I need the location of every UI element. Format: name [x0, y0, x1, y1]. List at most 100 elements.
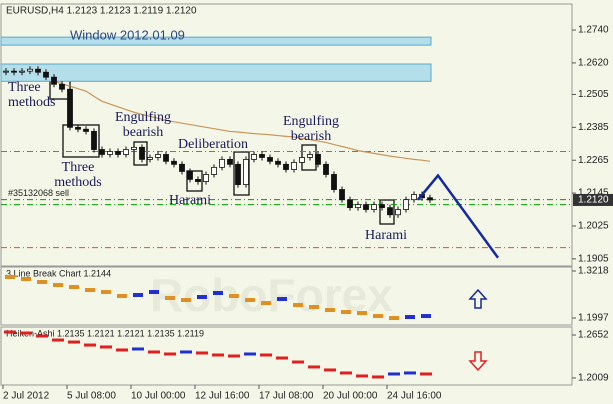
x-tick-label: 12 Jul 16:00: [195, 391, 250, 402]
ha-candle: [132, 347, 144, 351]
brick: [53, 283, 63, 288]
ha-candle: [52, 338, 64, 342]
candle: [187, 171, 193, 180]
ha-candle: [372, 375, 384, 379]
x-tick-label: 20 Jul 00:00: [323, 391, 378, 402]
price-marker: [573, 193, 613, 206]
ha-candle: [36, 334, 48, 338]
brick: [357, 311, 367, 316]
annotation: Three: [62, 160, 95, 175]
x-tick-label: 10 Jul 00:00: [131, 391, 186, 402]
indicator-label: Heiken-Ashi 1.2135 1.2121 1.2121 1.2135 …: [6, 328, 204, 338]
indicator-label: 3 Line Break Chart 1.2144: [6, 268, 111, 278]
ha-candle: [148, 350, 160, 354]
candle: [115, 151, 121, 155]
ha-candle: [116, 348, 128, 352]
ha-candle: [244, 352, 256, 356]
candle: [283, 163, 289, 170]
candle: [291, 162, 297, 170]
annotation: Harami: [365, 228, 407, 243]
pattern-box: [233, 151, 250, 196]
ha-candle: [4, 330, 16, 334]
annotation: bearish: [123, 125, 163, 140]
candle: [299, 157, 305, 163]
ha-candle: [212, 353, 224, 357]
candle: [275, 160, 281, 165]
brick: [21, 277, 31, 282]
candle: [11, 70, 17, 73]
candle: [131, 146, 137, 150]
ha-candle: [68, 340, 80, 344]
candle: [235, 163, 241, 186]
annotation: bearish: [291, 129, 331, 144]
candle: [307, 154, 313, 158]
candle: [339, 189, 345, 201]
candle: [179, 163, 185, 172]
candle: [195, 178, 201, 182]
main-panel: [0, 3, 573, 267]
x-tick-label: 17 Jul 08:00: [259, 391, 314, 402]
y-tick-label: 1.2025: [578, 221, 609, 232]
candle: [19, 70, 25, 73]
forecast-line: [417, 173, 500, 259]
candle: [259, 154, 265, 158]
watermark: RoboForex: [150, 269, 393, 321]
ha-candle: [276, 356, 288, 360]
ha-candle: [196, 351, 208, 355]
brick: [165, 296, 175, 301]
annotation: Three: [8, 80, 41, 95]
ha-candle: [292, 360, 304, 364]
moving-average: [53, 80, 431, 162]
brick: [373, 314, 383, 319]
candle: [75, 126, 81, 130]
annotation: methods: [54, 175, 101, 190]
chart-title: EURUSD,H4 1.2123 1.2123 1.2119 1.2120: [6, 6, 197, 17]
brick: [133, 293, 143, 298]
brick: [389, 316, 399, 321]
annotation: methods: [8, 95, 55, 110]
y-tick-label: 1.2652: [578, 330, 609, 341]
candle: [315, 154, 321, 165]
annotation: Engulfing: [115, 110, 171, 125]
ha-candle: [164, 352, 176, 356]
up-arrow: [468, 288, 488, 309]
candle: [227, 158, 233, 165]
candle: [147, 157, 153, 160]
ha-candle: [20, 331, 32, 335]
y-tick-label: 1.1997: [578, 313, 609, 324]
brick: [325, 308, 335, 313]
candle: [323, 163, 329, 175]
x-tick-label: 24 Jul 16:00: [387, 391, 442, 402]
brick: [69, 285, 79, 290]
candle: [3, 70, 9, 73]
brick: [309, 305, 319, 310]
brick: [37, 280, 47, 285]
brick: [117, 294, 127, 299]
order-label: #35132068 sell: [8, 188, 69, 198]
zone: [0, 63, 432, 82]
brick: [197, 295, 207, 300]
candle: [43, 71, 49, 78]
pattern-box: [133, 141, 148, 166]
ha-candle: [324, 368, 336, 372]
ha-candle: [340, 371, 352, 375]
ha-candle: [404, 371, 416, 375]
y-tick-label: 1.2505: [578, 89, 609, 100]
y-tick-label: 1.1905: [578, 254, 609, 265]
brick: [405, 315, 415, 320]
candle: [251, 154, 257, 160]
brick: [421, 314, 431, 319]
candle: [83, 128, 89, 132]
candle: [243, 158, 249, 186]
y-tick-label: 1.2740: [578, 25, 609, 36]
brick: [181, 298, 191, 303]
y-tick-label: 1.2009: [578, 373, 609, 384]
annotation: Engulfing: [283, 114, 339, 129]
candle: [403, 199, 409, 210]
y-tick-label: 1.2620: [578, 58, 609, 69]
candle: [211, 166, 217, 175]
brick: [5, 275, 15, 280]
ha-candle: [100, 345, 112, 349]
ha-candle: [260, 353, 272, 357]
brick: [149, 290, 159, 295]
